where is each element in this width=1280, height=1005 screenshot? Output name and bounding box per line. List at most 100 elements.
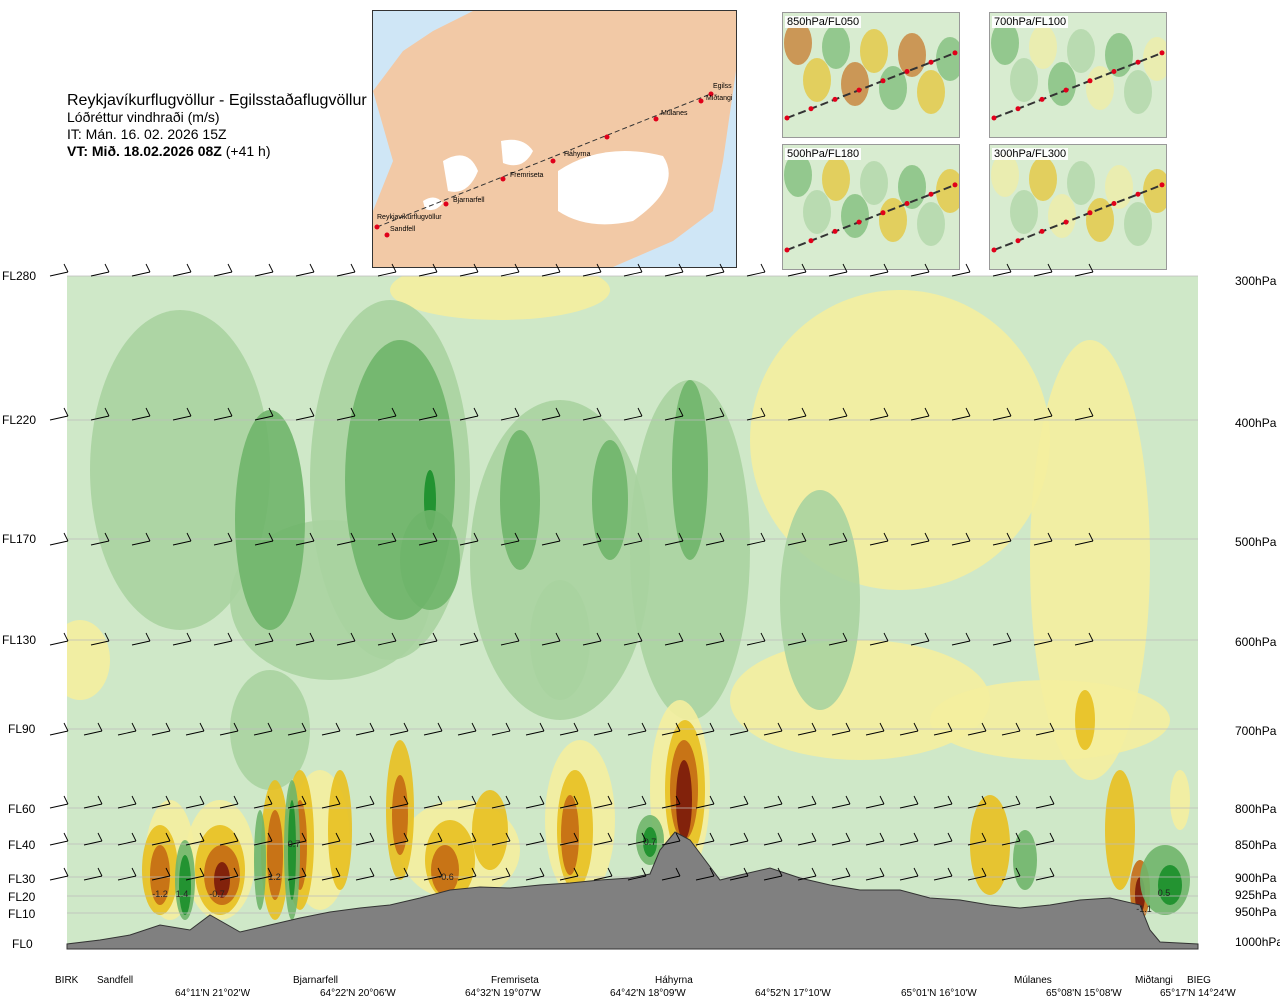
wind-barb-shaft (185, 803, 205, 809)
panel-route-point (784, 115, 790, 121)
wind-barb-shaft (951, 640, 971, 646)
map-route-point (374, 224, 380, 230)
wind-barb-flag (63, 795, 69, 805)
wind-barb-flag (63, 263, 69, 273)
wind-barb-flag (675, 867, 681, 877)
p-label-800: 800hPa (1235, 802, 1277, 816)
panel-route-point (904, 69, 910, 74)
panel-route-point (1015, 238, 1021, 244)
wind-barb-shaft (967, 730, 987, 736)
x-label-sandfell: Sandfell (97, 975, 134, 986)
wind-barb-flag (842, 632, 848, 642)
y-label-fl0: FL0 (12, 937, 33, 951)
wind-barb-shaft (661, 803, 681, 809)
panel-route-point (1015, 106, 1021, 112)
wind-barb-shaft (336, 540, 356, 546)
wind-barb-shaft (541, 540, 561, 546)
wind-barb-flag (913, 832, 919, 842)
panel-route-point (1111, 201, 1117, 206)
panel-route-line (786, 52, 956, 119)
wind-barb-flag (1049, 722, 1055, 732)
wind-barb-flag (981, 832, 987, 842)
wind-barb-shaft (1074, 540, 1094, 546)
wind-barb-shaft (746, 415, 766, 421)
panel-route-point (856, 87, 862, 93)
wind-barb-shaft (389, 803, 409, 809)
wind-barb-shaft (865, 840, 885, 846)
wind-barb-shaft (1033, 540, 1053, 546)
wind-barb-flag (883, 407, 889, 417)
wind-barb-flag (1047, 407, 1053, 417)
wind-barb-flag (879, 722, 885, 732)
wind-barb-flag (760, 532, 766, 542)
wind-barb-flag (777, 867, 783, 877)
wind-barb-flag (186, 632, 192, 642)
wind-barb-shaft (287, 875, 307, 881)
wind-barb-flag (719, 407, 725, 417)
x-label-mulanes: Múlanes (1014, 975, 1052, 986)
wind-barb-shaft (459, 271, 479, 277)
wind-barb-flag (104, 407, 110, 417)
wind-barb-flag (637, 263, 643, 273)
panel-850: 850hPa/FL050 (782, 12, 960, 138)
wind-barb-flag (309, 632, 315, 642)
wind-barb-shaft (729, 840, 749, 846)
wind-barb-shaft (763, 730, 783, 736)
value-annotation: 1.4 (176, 889, 189, 899)
wind-barb-flag (678, 263, 684, 273)
wind-barb-shaft (865, 875, 885, 881)
map-route-point (604, 134, 610, 140)
wind-barb-flag (131, 722, 137, 732)
y-label-fl30: FL30 (8, 872, 36, 886)
wind-barb-shaft (83, 730, 103, 736)
panel-field-blob (1105, 33, 1133, 77)
wind-barb-shaft (151, 803, 171, 809)
wind-barb-shaft (828, 640, 848, 646)
wind-barb-flag (350, 632, 356, 642)
field-contour (90, 310, 270, 630)
terrain-profile (66, 831, 1199, 950)
wind-barb-flag (473, 407, 479, 417)
panel-route-line (993, 184, 1163, 251)
wind-barb-flag (267, 722, 273, 732)
wind-barb-shaft (910, 415, 930, 421)
wind-barb-shaft (787, 271, 807, 277)
panel-route-point (1063, 87, 1069, 93)
wind-barb-flag (678, 407, 684, 417)
wind-barb-shaft (49, 415, 69, 421)
wind-barb-shaft (500, 271, 520, 277)
wind-barb-flag (403, 722, 409, 732)
wind-barb-shaft (287, 730, 307, 736)
y-label-fl220: FL220 (2, 413, 37, 427)
wind-barb-flag (165, 795, 171, 805)
p-label-600: 600hPa (1235, 635, 1277, 649)
chart-header: Reykjavíkurflugvöllur - Egilsstaðaflugvö… (67, 92, 367, 160)
wind-barb-flag (637, 407, 643, 417)
field-contour (400, 510, 460, 610)
wind-barb-flag (391, 532, 397, 542)
panel-route-point (880, 210, 886, 216)
wind-barb-flag (227, 632, 233, 642)
wind-barb-shaft (49, 840, 69, 846)
field-contour (1170, 770, 1190, 830)
glacier-shape (501, 139, 533, 166)
wind-barb-flag (199, 795, 205, 805)
wind-barb-flag (845, 867, 851, 877)
wind-barb-flag (981, 795, 987, 805)
wind-barb-shaft (828, 415, 848, 421)
wind-barb-shaft (90, 640, 110, 646)
wind-barb-flag (845, 722, 851, 732)
wind-barb-shaft (254, 640, 274, 646)
y-label-fl40: FL40 (8, 838, 36, 852)
panel-route-line (786, 184, 956, 251)
wind-barb-flag (811, 795, 817, 805)
panel-route-point (928, 191, 934, 197)
map-label-midtangi: Miðtangi (706, 94, 733, 102)
panel-field-blob (1067, 29, 1095, 73)
wind-barb-flag (403, 867, 409, 877)
wind-barb-shaft (1001, 840, 1021, 846)
wind-barb-shaft (1035, 730, 1055, 736)
wind-barb-shaft (418, 640, 438, 646)
field-contour (67, 620, 110, 700)
wind-barb-flag (505, 722, 511, 732)
